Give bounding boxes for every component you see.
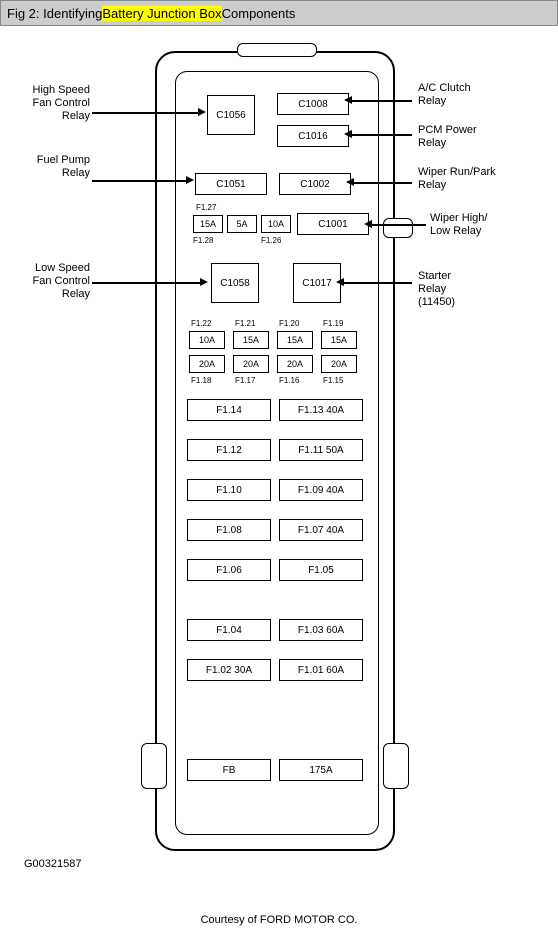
relay-c1051: C1051	[195, 173, 267, 195]
fuse-f101: F1.01 60A	[279, 659, 363, 681]
flab-f117: F1.17	[235, 376, 255, 385]
arrowhead-ac-clutch	[344, 96, 352, 104]
relay-c1017: C1017	[293, 263, 341, 303]
top-tab	[237, 43, 317, 57]
fuse-f111: F1.11 50A	[279, 439, 363, 461]
flab-f127: F1.27	[196, 203, 216, 212]
flab-f121: F1.21	[235, 319, 255, 328]
header-prefix: Fig 2: Identifying	[7, 6, 102, 21]
relay-c1056: C1056	[207, 95, 255, 135]
arrowhead-wiper-run	[346, 178, 354, 186]
fuse-f104: F1.04	[187, 619, 271, 641]
fuse-f110: F1.10	[187, 479, 271, 501]
fuse-20a-4: 20A	[321, 355, 357, 373]
arrow-wiper-high	[370, 224, 426, 226]
flab-f115: F1.15	[323, 376, 343, 385]
side-connector-3	[383, 743, 409, 789]
fuse-f113: F1.13 40A	[279, 399, 363, 421]
flab-f119: F1.19	[323, 319, 343, 328]
arrowhead-high-speed	[198, 108, 206, 116]
fuse-15a-1: 15A	[193, 215, 223, 233]
flab-f120: F1.20	[279, 319, 299, 328]
label-low-speed: Low Speed Fan Control Relay	[12, 262, 90, 302]
fuse-f102: F1.02 30A	[187, 659, 271, 681]
figure-header: Fig 2: Identifying Battery Junction Box …	[0, 0, 558, 26]
fuse-5a: 5A	[227, 215, 257, 233]
fuse-15a-4: 15A	[321, 331, 357, 349]
arrow-ac-clutch	[350, 100, 412, 102]
relay-c1002: C1002	[279, 173, 351, 195]
arrow-wiper-run	[352, 182, 412, 184]
fuse-f108: F1.08	[187, 519, 271, 541]
side-connector-1	[383, 218, 413, 238]
fuse-f103: F1.03 60A	[279, 619, 363, 641]
fuse-15a-3: 15A	[277, 331, 313, 349]
footer-credit: Courtesy of FORD MOTOR CO.	[0, 914, 558, 926]
fuse-f106: F1.06	[187, 559, 271, 581]
arrowhead-pcm-power	[344, 130, 352, 138]
fuse-f107: F1.07 40A	[279, 519, 363, 541]
fuse-f114: F1.14	[187, 399, 271, 421]
flab-f126: F1.26	[261, 236, 281, 245]
flab-f116: F1.16	[279, 376, 299, 385]
flab-f118: F1.18	[191, 376, 211, 385]
flab-f128: F1.28	[193, 236, 213, 245]
fuse-20a-2: 20A	[233, 355, 269, 373]
label-fuel-pump: Fuel Pump Relay	[12, 154, 90, 180]
part-number: G00321587	[24, 858, 82, 870]
label-wiper-run: Wiper Run/Park Relay	[418, 166, 538, 192]
arrowhead-fuel-pump	[186, 176, 194, 184]
arrow-starter	[342, 282, 412, 284]
arrow-high-speed	[92, 112, 202, 114]
fuse-f105: F1.05	[279, 559, 363, 581]
flab-f122: F1.22	[191, 319, 211, 328]
relay-c1016: C1016	[277, 125, 349, 147]
fuse-175a: 175A	[279, 759, 363, 781]
fuse-f109: F1.09 40A	[279, 479, 363, 501]
fuse-10a-1: 10A	[261, 215, 291, 233]
relay-c1008: C1008	[277, 93, 349, 115]
arrowhead-starter	[336, 278, 344, 286]
fuse-10a-2: 10A	[189, 331, 225, 349]
arrowhead-low-speed	[200, 278, 208, 286]
label-ac-clutch: A/C Clutch Relay	[418, 82, 518, 108]
arrowhead-wiper-high	[364, 220, 372, 228]
relay-c1058: C1058	[211, 263, 259, 303]
header-highlight: Battery Junction Box	[102, 6, 221, 21]
relay-c1001: C1001	[297, 213, 369, 235]
label-starter: Starter Relay (11450)	[418, 270, 498, 310]
label-pcm-power: PCM Power Relay	[418, 124, 518, 150]
side-connector-2	[141, 743, 167, 789]
fuse-fb: FB	[187, 759, 271, 781]
junction-box-outer: C1056 C1008 C1016 C1051 C1002 F1.27 15A …	[155, 51, 395, 851]
label-wiper-high: Wiper High/ Low Relay	[430, 212, 540, 238]
arrow-low-speed	[92, 282, 204, 284]
fuse-20a-3: 20A	[277, 355, 313, 373]
label-high-speed: High Speed Fan Control Relay	[12, 84, 90, 124]
header-suffix: Components	[222, 6, 296, 21]
fuse-f112: F1.12	[187, 439, 271, 461]
diagram-area: C1056 C1008 C1016 C1051 C1002 F1.27 15A …	[0, 26, 558, 896]
fuse-20a-1: 20A	[189, 355, 225, 373]
arrow-fuel-pump	[92, 180, 190, 182]
fuse-15a-2: 15A	[233, 331, 269, 349]
arrow-pcm-power	[350, 134, 412, 136]
